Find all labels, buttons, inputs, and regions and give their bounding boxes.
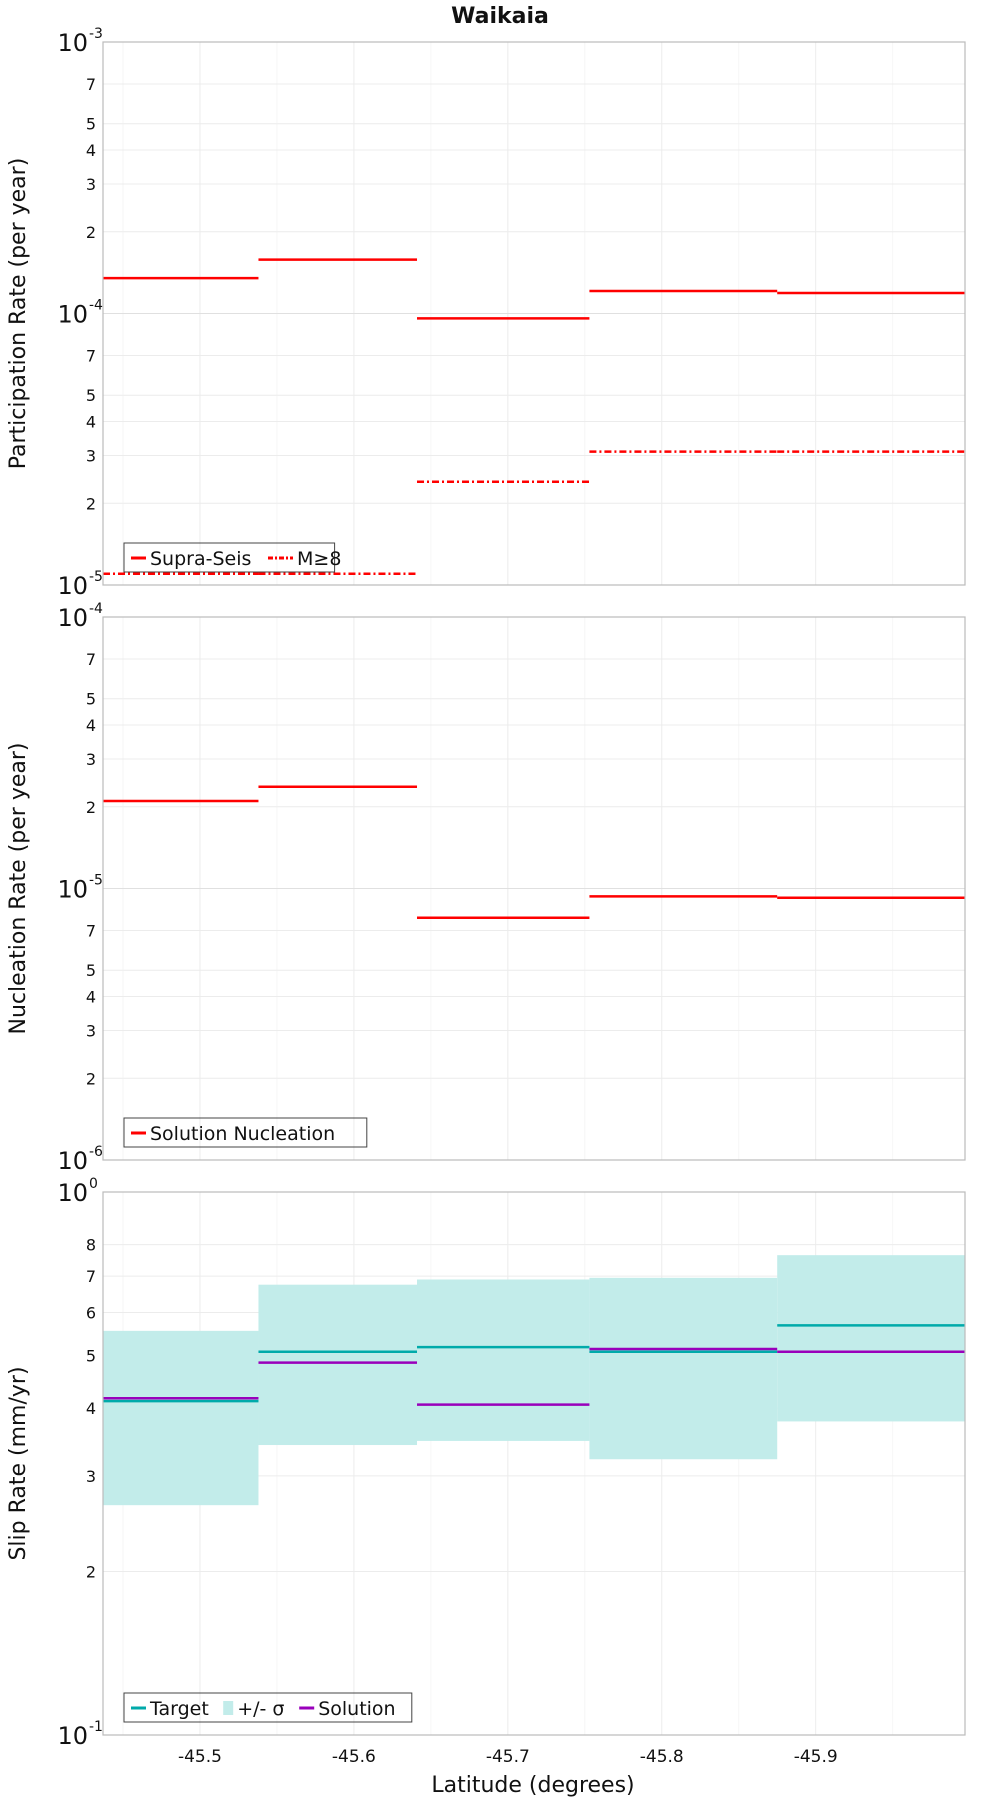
sigma-band (258, 1284, 418, 1446)
y-tick-label: 7 (86, 922, 96, 941)
y-major-tick-label: 10 (57, 301, 88, 329)
legend-label: Target (149, 1698, 209, 1720)
y-tick-label: 3 (86, 175, 96, 194)
y-tick-label: 2 (86, 1563, 96, 1582)
x-tick-label: -45.6 (332, 1747, 376, 1767)
x-tick-label: -45.7 (486, 1747, 530, 1767)
y-tick-label: 7 (86, 75, 96, 94)
y-major-tick-exponent: -4 (89, 601, 103, 617)
legend: Target +/- σ Solution (123, 1692, 413, 1723)
y-tick-label: 8 (86, 1236, 96, 1255)
legend-label: Solution (318, 1698, 395, 1720)
y-tick-label: 6 (86, 1303, 96, 1322)
y-tick-label: 4 (86, 988, 96, 1007)
y-tick-label: 4 (86, 413, 96, 432)
y-major-tick-label: 10 (57, 1179, 88, 1207)
sigma-band (417, 1279, 590, 1441)
x-tick-label: -45.9 (794, 1747, 838, 1767)
y-tick-label: 7 (86, 347, 96, 366)
chart-title: Waikaia (451, 4, 549, 29)
legend-box (123, 1117, 368, 1148)
y-tick-label: 4 (86, 141, 96, 160)
y-tick-label: 2 (86, 1069, 96, 1088)
y-tick-label: 5 (86, 386, 96, 405)
y-major-tick-label: 10 (57, 1722, 88, 1750)
legend-label: Supra-Seis (150, 548, 251, 570)
sigma-band (589, 1277, 778, 1460)
x-tick-label: -45.5 (178, 1747, 222, 1767)
y-major-tick-label: 10 (57, 29, 88, 57)
y-major-tick-label: 10 (57, 1147, 88, 1175)
y-major-tick-exponent: -6 (89, 1144, 103, 1160)
legend-box (123, 1692, 413, 1723)
y-major-tick-label: 10 (57, 604, 88, 632)
plot-frame (102, 41, 966, 586)
sigma-band (103, 1330, 259, 1506)
y-tick-label: 4 (86, 716, 96, 735)
y-tick-label: 4 (86, 1399, 96, 1418)
y-tick-label: 3 (86, 1467, 96, 1486)
y-tick-label: 3 (86, 446, 96, 465)
y-tick-label: 3 (86, 1021, 96, 1040)
y-tick-label: 5 (86, 961, 96, 980)
y-major-tick-exponent: -3 (89, 26, 103, 42)
y-axis-label: Nucleation Rate (per year) (6, 743, 31, 1035)
plot-frame (102, 1191, 966, 1736)
x-tick-label: -45.8 (640, 1747, 684, 1767)
legend-label: +/- σ (237, 1698, 284, 1720)
y-tick-label: 5 (86, 1346, 96, 1365)
legend: Supra-Seis M≥8 (123, 542, 341, 573)
y-tick-label: 2 (86, 798, 96, 817)
legend-swatch (223, 1701, 234, 1715)
y-axis-label: Slip Rate (mm/yr) (6, 1366, 31, 1560)
y-tick-label: 7 (86, 1267, 96, 1286)
y-tick-label: 7 (86, 650, 96, 669)
y-tick-label: 2 (86, 223, 96, 242)
y-tick-label: 3 (86, 750, 96, 769)
y-axis-label: Participation Rate (per year) (6, 158, 31, 470)
y-major-tick-exponent: -4 (89, 298, 103, 314)
y-major-tick-label: 10 (57, 876, 88, 904)
x-axis-label: Latitude (degrees) (431, 1773, 634, 1798)
sigma-band (777, 1255, 965, 1422)
y-major-tick-label: 10 (57, 572, 88, 600)
y-tick-label: 5 (86, 690, 96, 709)
y-tick-label: 2 (86, 494, 96, 513)
y-major-tick-exponent: -1 (89, 1719, 103, 1735)
y-major-tick-exponent: -5 (89, 569, 103, 585)
y-tick-label: 5 (86, 115, 96, 134)
legend-label: M≥8 (297, 548, 341, 570)
y-major-tick-exponent: -5 (89, 873, 103, 889)
plot-frame (102, 616, 966, 1161)
legend-box (123, 542, 336, 573)
legend: Solution Nucleation (123, 1117, 368, 1148)
legend-label: Solution Nucleation (150, 1123, 335, 1145)
y-major-tick-exponent: 0 (89, 1176, 98, 1192)
